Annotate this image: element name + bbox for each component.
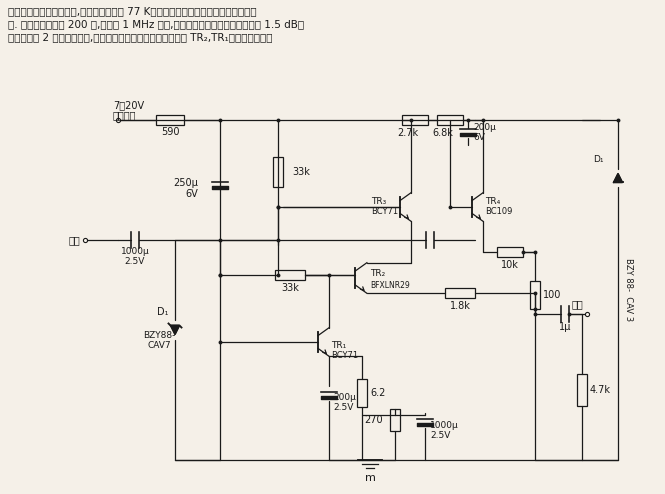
Text: BZY 88-  CAV 3: BZY 88- CAV 3 bbox=[624, 258, 633, 322]
Text: 置. 电压放大倍数是 200 倍,带宽在 1 MHz 以上,使用典型的检波器时噪声系数是 1.5 dB。: 置. 电压放大倍数是 200 倍,带宽在 1 MHz 以上,使用典型的检波器时噪… bbox=[8, 19, 304, 29]
Text: 33k: 33k bbox=[292, 167, 310, 177]
Text: CAV7: CAV7 bbox=[147, 340, 171, 349]
Text: 4.7k: 4.7k bbox=[590, 385, 611, 395]
Text: 本电路使用 2 个参考电压源,以防止电源电压变化而影响晶体管 TR₂,TR₁的集电极电流。: 本电路使用 2 个参考电压源,以防止电源电压变化而影响晶体管 TR₂,TR₁的集… bbox=[8, 32, 273, 42]
Polygon shape bbox=[614, 173, 622, 182]
Text: 1000μ: 1000μ bbox=[120, 247, 150, 256]
Text: 1.8k: 1.8k bbox=[450, 301, 470, 311]
Text: D₁: D₁ bbox=[593, 156, 604, 165]
Text: BZY88-: BZY88- bbox=[143, 330, 175, 339]
Text: 6.2: 6.2 bbox=[370, 388, 386, 398]
Text: 270: 270 bbox=[364, 415, 383, 425]
Text: TR₂: TR₂ bbox=[370, 269, 385, 278]
Text: 2.5V: 2.5V bbox=[430, 430, 450, 440]
Bar bbox=[275, 270, 305, 280]
Text: BFXLNR29: BFXLNR29 bbox=[370, 281, 410, 289]
Bar bbox=[577, 374, 587, 406]
Bar bbox=[437, 115, 463, 125]
Bar bbox=[530, 281, 540, 309]
Text: 2.5V: 2.5V bbox=[333, 404, 354, 412]
Bar bbox=[357, 379, 367, 407]
Bar bbox=[390, 409, 400, 431]
Text: 1μ: 1μ bbox=[559, 322, 571, 332]
Text: m: m bbox=[364, 473, 376, 483]
Bar bbox=[402, 115, 428, 125]
Polygon shape bbox=[170, 326, 180, 334]
Text: 电源电压: 电源电压 bbox=[113, 110, 136, 120]
Text: 输入: 输入 bbox=[68, 235, 80, 245]
Text: 1000μ: 1000μ bbox=[430, 420, 459, 429]
Text: 200μ: 200μ bbox=[473, 124, 496, 132]
Text: 6.8k: 6.8k bbox=[432, 128, 454, 138]
Text: 输出: 输出 bbox=[571, 299, 583, 309]
Text: 2.7k: 2.7k bbox=[398, 128, 418, 138]
Text: 250μ: 250μ bbox=[173, 178, 198, 188]
Bar bbox=[156, 115, 184, 125]
Text: 6V: 6V bbox=[186, 189, 198, 199]
Text: BCY71: BCY71 bbox=[371, 207, 398, 216]
Text: 590: 590 bbox=[161, 127, 180, 137]
Text: 6V: 6V bbox=[473, 133, 485, 142]
Text: BC109: BC109 bbox=[485, 207, 513, 216]
Text: 7～20V: 7～20V bbox=[113, 100, 144, 110]
Text: BCY71: BCY71 bbox=[331, 351, 358, 360]
Text: 100: 100 bbox=[543, 290, 561, 300]
Text: TR₃: TR₃ bbox=[371, 197, 386, 206]
Text: 33k: 33k bbox=[281, 283, 299, 293]
Text: 2.5V: 2.5V bbox=[125, 257, 145, 266]
Text: TR₄: TR₄ bbox=[485, 197, 501, 206]
Text: 本电路使用铟镓汞检波器,在液氮中冷却到 77 K。对连接到输入端的检波器采用恒流偏: 本电路使用铟镓汞检波器,在液氮中冷却到 77 K。对连接到输入端的检波器采用恒流… bbox=[8, 6, 257, 16]
Text: TR₁: TR₁ bbox=[331, 340, 346, 349]
Text: 10k: 10k bbox=[501, 260, 519, 270]
Bar bbox=[445, 288, 475, 298]
Bar bbox=[497, 247, 523, 257]
Text: D₁: D₁ bbox=[157, 307, 169, 317]
Text: 200μ: 200μ bbox=[333, 394, 356, 403]
Bar bbox=[273, 157, 283, 187]
